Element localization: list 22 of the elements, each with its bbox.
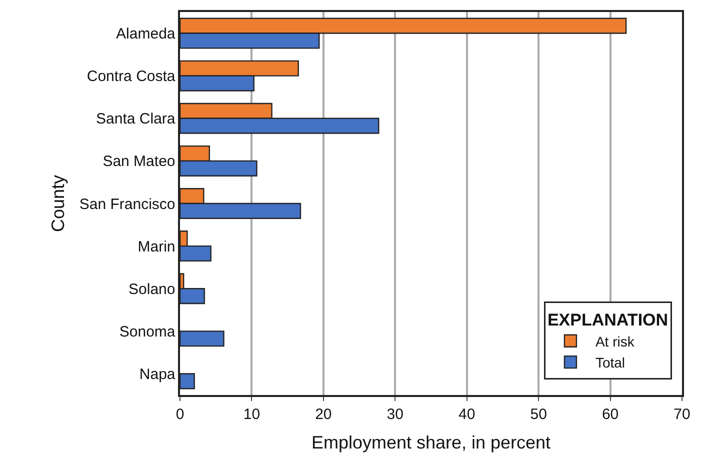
y-tick-label: Santa Clara [96, 110, 176, 128]
x-tick-label: 50 [530, 406, 547, 423]
y-tick-label: Solano [128, 280, 176, 298]
y-tick-label: Alameda [116, 26, 176, 43]
y-tick-label: Contra Costa [86, 68, 176, 86]
x-tick-label: 70 [674, 406, 690, 423]
x-tick-label: 20 [315, 406, 332, 423]
y-tick-label: Marin [138, 238, 176, 256]
y-tick-label: Sonoma [119, 323, 176, 340]
y-tick-label: Napa [139, 366, 176, 383]
x-axis-title: Employment share, in percent [311, 432, 551, 452]
y-tick-label: San Mateo [102, 153, 176, 170]
x-tick-label: 30 [386, 406, 404, 423]
legend-title: EXPLANATION [547, 310, 668, 330]
x-tick-label: 10 [243, 406, 260, 423]
x-tick-label: 40 [458, 406, 476, 423]
y-axis-title: County [48, 174, 68, 232]
legend-label: At risk [595, 333, 636, 350]
legend-label: Total [595, 354, 626, 371]
x-tick-label: 0 [176, 406, 184, 423]
y-tick-label: San Francisco [79, 196, 176, 213]
x-tick-label: 60 [602, 406, 619, 423]
